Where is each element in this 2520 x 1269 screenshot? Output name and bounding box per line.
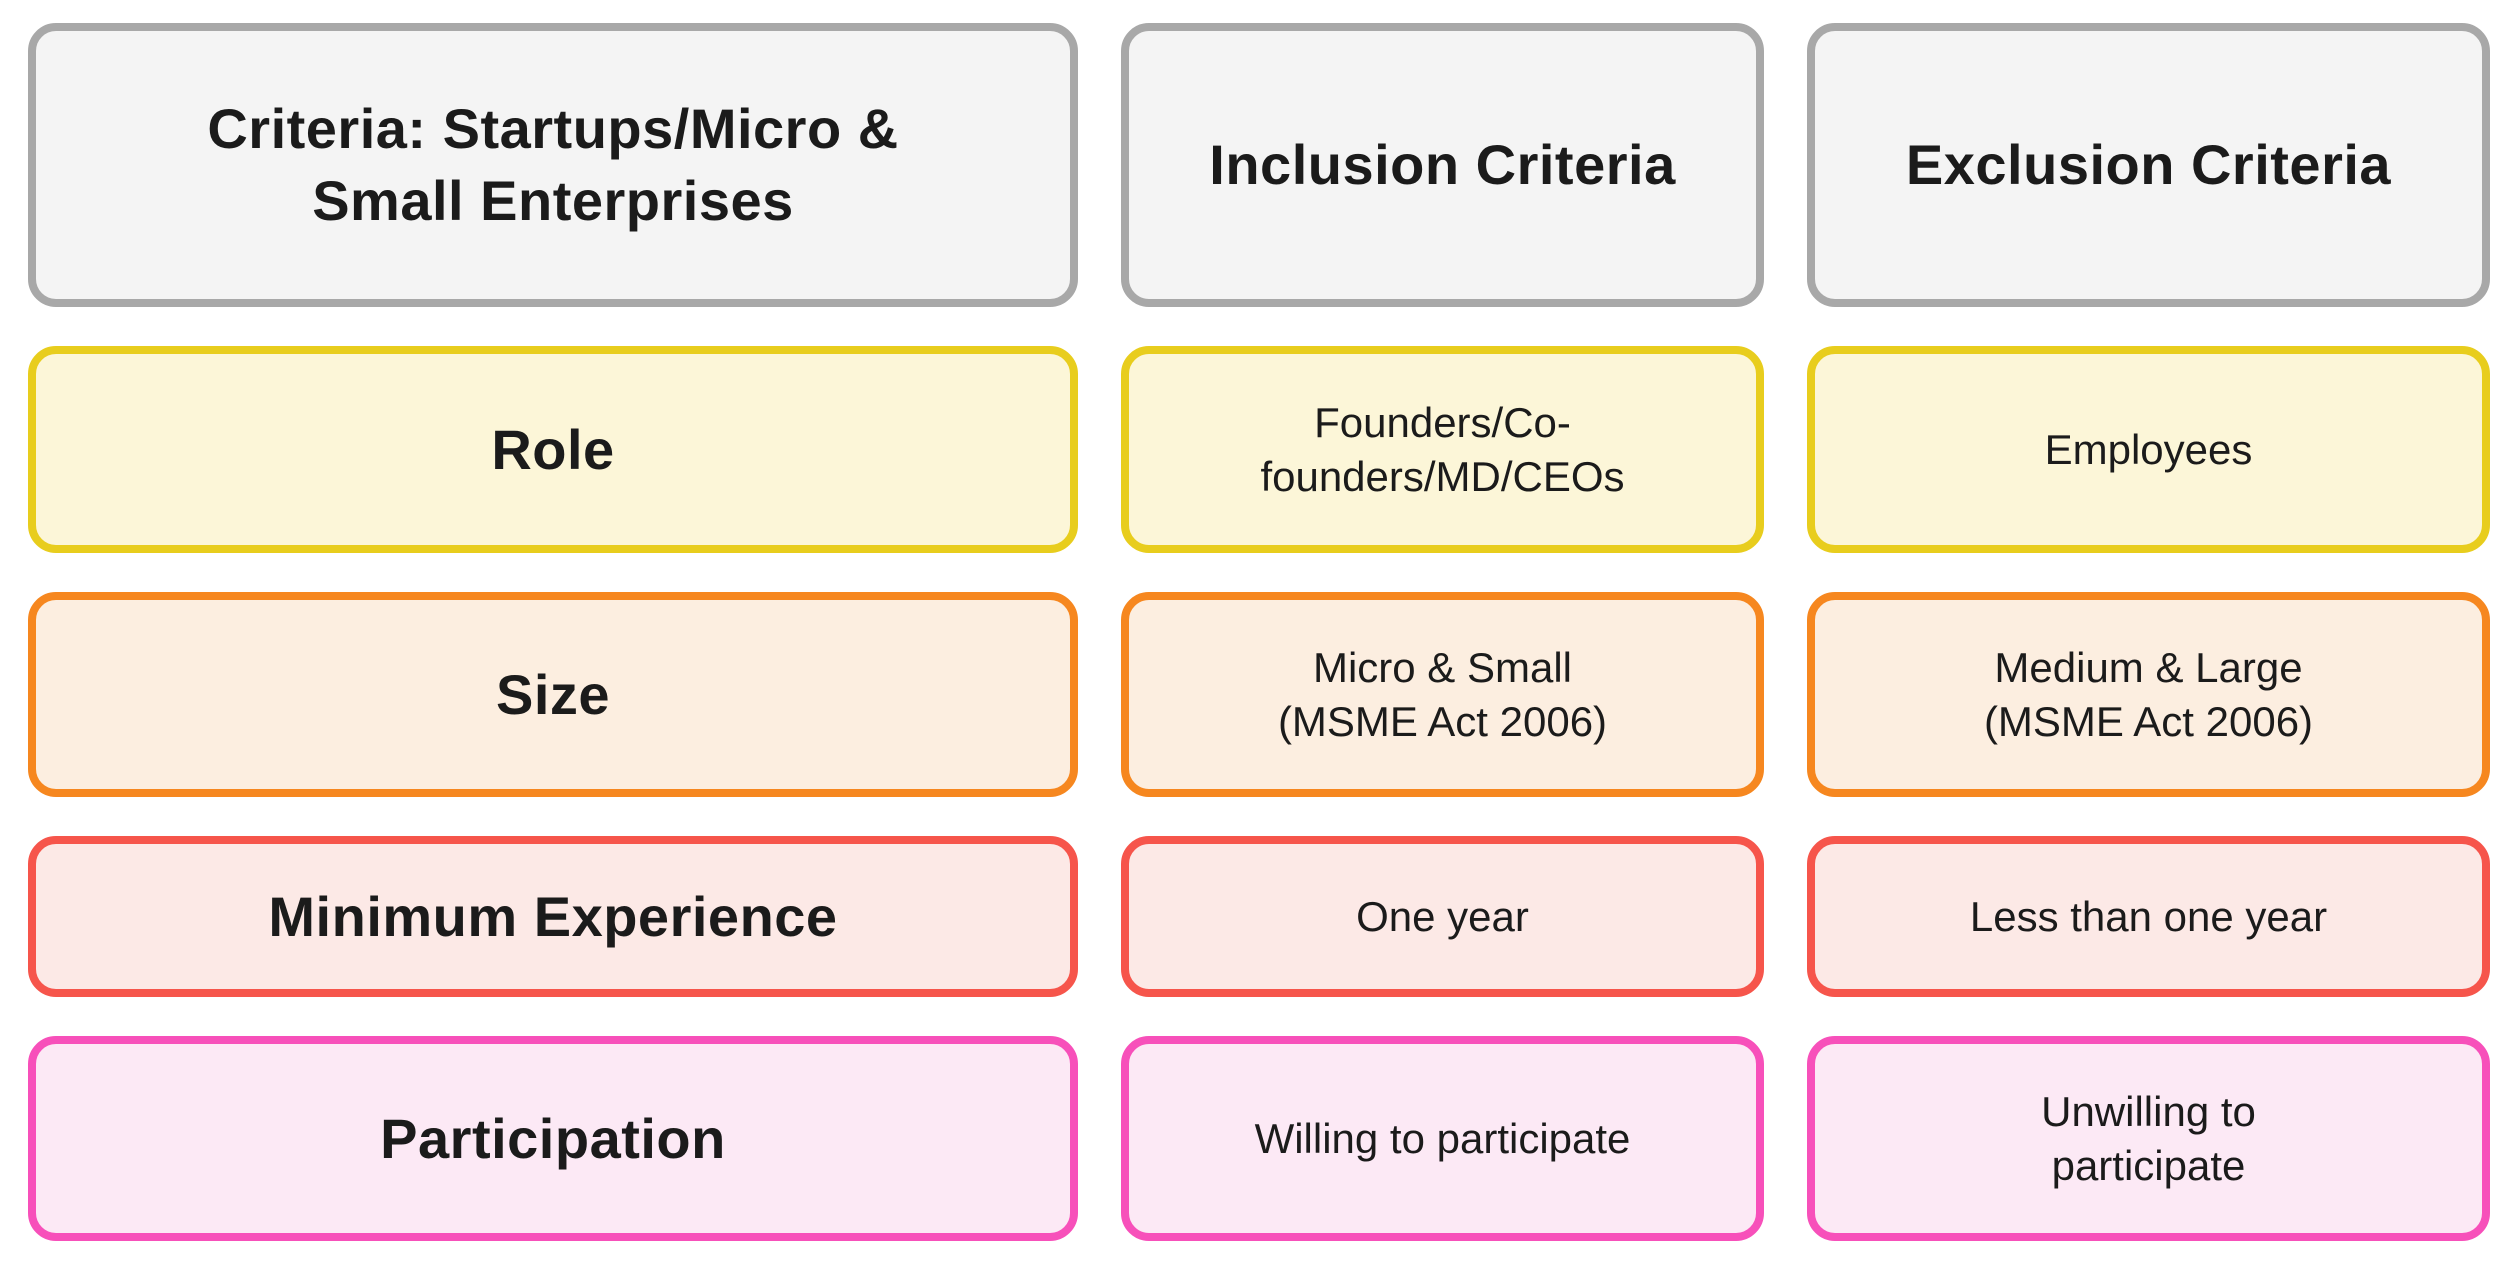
- header-cell-inclusion-criteria: Inclusion Criteria: [1121, 23, 1764, 307]
- row-label-role: Role: [28, 346, 1078, 553]
- size-label-text: Size: [495, 662, 611, 726]
- cell-participation-exclusion: Unwilling to participate: [1807, 1036, 2490, 1241]
- size-exclusion-text: Medium & Large (MSME Act 2006): [1983, 643, 2314, 745]
- header-cell-exclusion-criteria: Exclusion Criteria: [1807, 23, 2490, 307]
- inclusion-exclusion-criteria-table: Criteria: Startups/Micro & Small Enterpr…: [28, 23, 2490, 1241]
- cell-minimum-experience-exclusion: Less than one year: [1807, 836, 2490, 997]
- participation-exclusion-text: Unwilling to participate: [2041, 1087, 2256, 1189]
- header-cell-criteria: Criteria: Startups/Micro & Small Enterpr…: [28, 23, 1078, 307]
- role-inclusion-text: Founders/Co- founders/MD/CEOs: [1260, 398, 1625, 500]
- header-inclusion-text: Inclusion Criteria: [1209, 133, 1676, 197]
- cell-minimum-experience-inclusion: One year: [1121, 836, 1764, 997]
- header-exclusion-text: Exclusion Criteria: [1905, 133, 2392, 197]
- role-label-text: Role: [491, 417, 615, 481]
- row-label-size: Size: [28, 592, 1078, 797]
- minimum-experience-label-text: Minimum Experience: [268, 884, 838, 948]
- participation-label-text: Participation: [380, 1106, 726, 1170]
- role-exclusion-text: Employees: [2044, 425, 2253, 473]
- size-inclusion-text: Micro & Small (MSME Act 2006): [1277, 643, 1608, 745]
- cell-role-inclusion: Founders/Co- founders/MD/CEOs: [1121, 346, 1764, 553]
- minimum-experience-inclusion-text: One year: [1356, 892, 1529, 940]
- minimum-experience-exclusion-text: Less than one year: [1969, 892, 2328, 940]
- header-criteria-text: Criteria: Startups/Micro & Small Enterpr…: [207, 97, 899, 232]
- cell-role-exclusion: Employees: [1807, 346, 2490, 553]
- cell-size-inclusion: Micro & Small (MSME Act 2006): [1121, 592, 1764, 797]
- cell-participation-inclusion: Willing to participate: [1121, 1036, 1764, 1241]
- row-label-participation: Participation: [28, 1036, 1078, 1241]
- participation-inclusion-text: Willing to participate: [1254, 1114, 1631, 1162]
- row-label-minimum-experience: Minimum Experience: [28, 836, 1078, 997]
- cell-size-exclusion: Medium & Large (MSME Act 2006): [1807, 592, 2490, 797]
